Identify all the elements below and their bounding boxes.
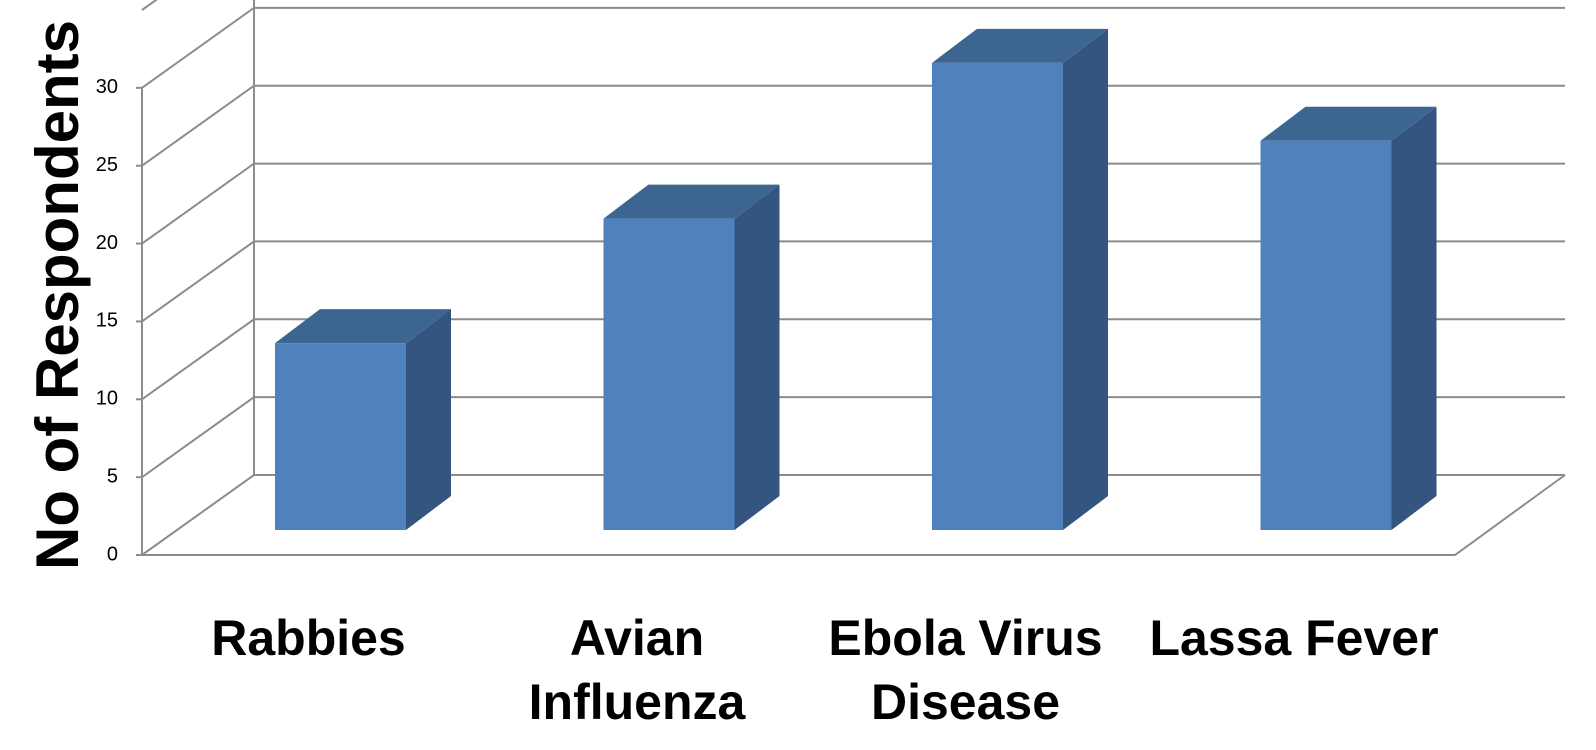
y-tick-label: 5 xyxy=(107,465,118,487)
bar-top xyxy=(603,184,780,219)
x-tick-label: Ebola Virus Disease xyxy=(828,610,1103,730)
y-tick-label: 0 xyxy=(107,543,118,565)
bar xyxy=(932,62,1063,530)
y-tick-label: 15 xyxy=(96,310,118,332)
grid-line xyxy=(141,474,1565,556)
bar-top xyxy=(275,309,451,344)
grid-line xyxy=(141,6,1565,89)
bar xyxy=(1260,140,1392,530)
x-tick-label: Avian Influenza xyxy=(528,610,746,730)
grid-line xyxy=(141,84,1565,167)
grid-line xyxy=(141,240,1565,323)
bar-top xyxy=(932,28,1108,63)
floor xyxy=(142,474,1566,556)
bar-side xyxy=(1391,106,1437,530)
x-tick-label: Rabbies xyxy=(211,610,406,666)
grid-line xyxy=(141,162,1565,245)
bar xyxy=(275,343,406,530)
x-tick-label: Lassa Fever xyxy=(1149,610,1439,666)
grid-line xyxy=(141,318,1565,401)
bar-side xyxy=(406,309,451,530)
y-tick-label: 20 xyxy=(96,232,118,254)
bar-side xyxy=(734,184,780,531)
grid-line xyxy=(141,396,1565,478)
y-tick-label: 10 xyxy=(96,388,118,410)
y-tick-label: 25 xyxy=(96,154,118,176)
bar xyxy=(603,218,735,531)
bar-side xyxy=(1063,28,1108,530)
y-axis-label: No of Respondents xyxy=(24,20,91,570)
y-tick-label: 30 xyxy=(96,76,118,98)
bar-top xyxy=(1260,106,1437,141)
